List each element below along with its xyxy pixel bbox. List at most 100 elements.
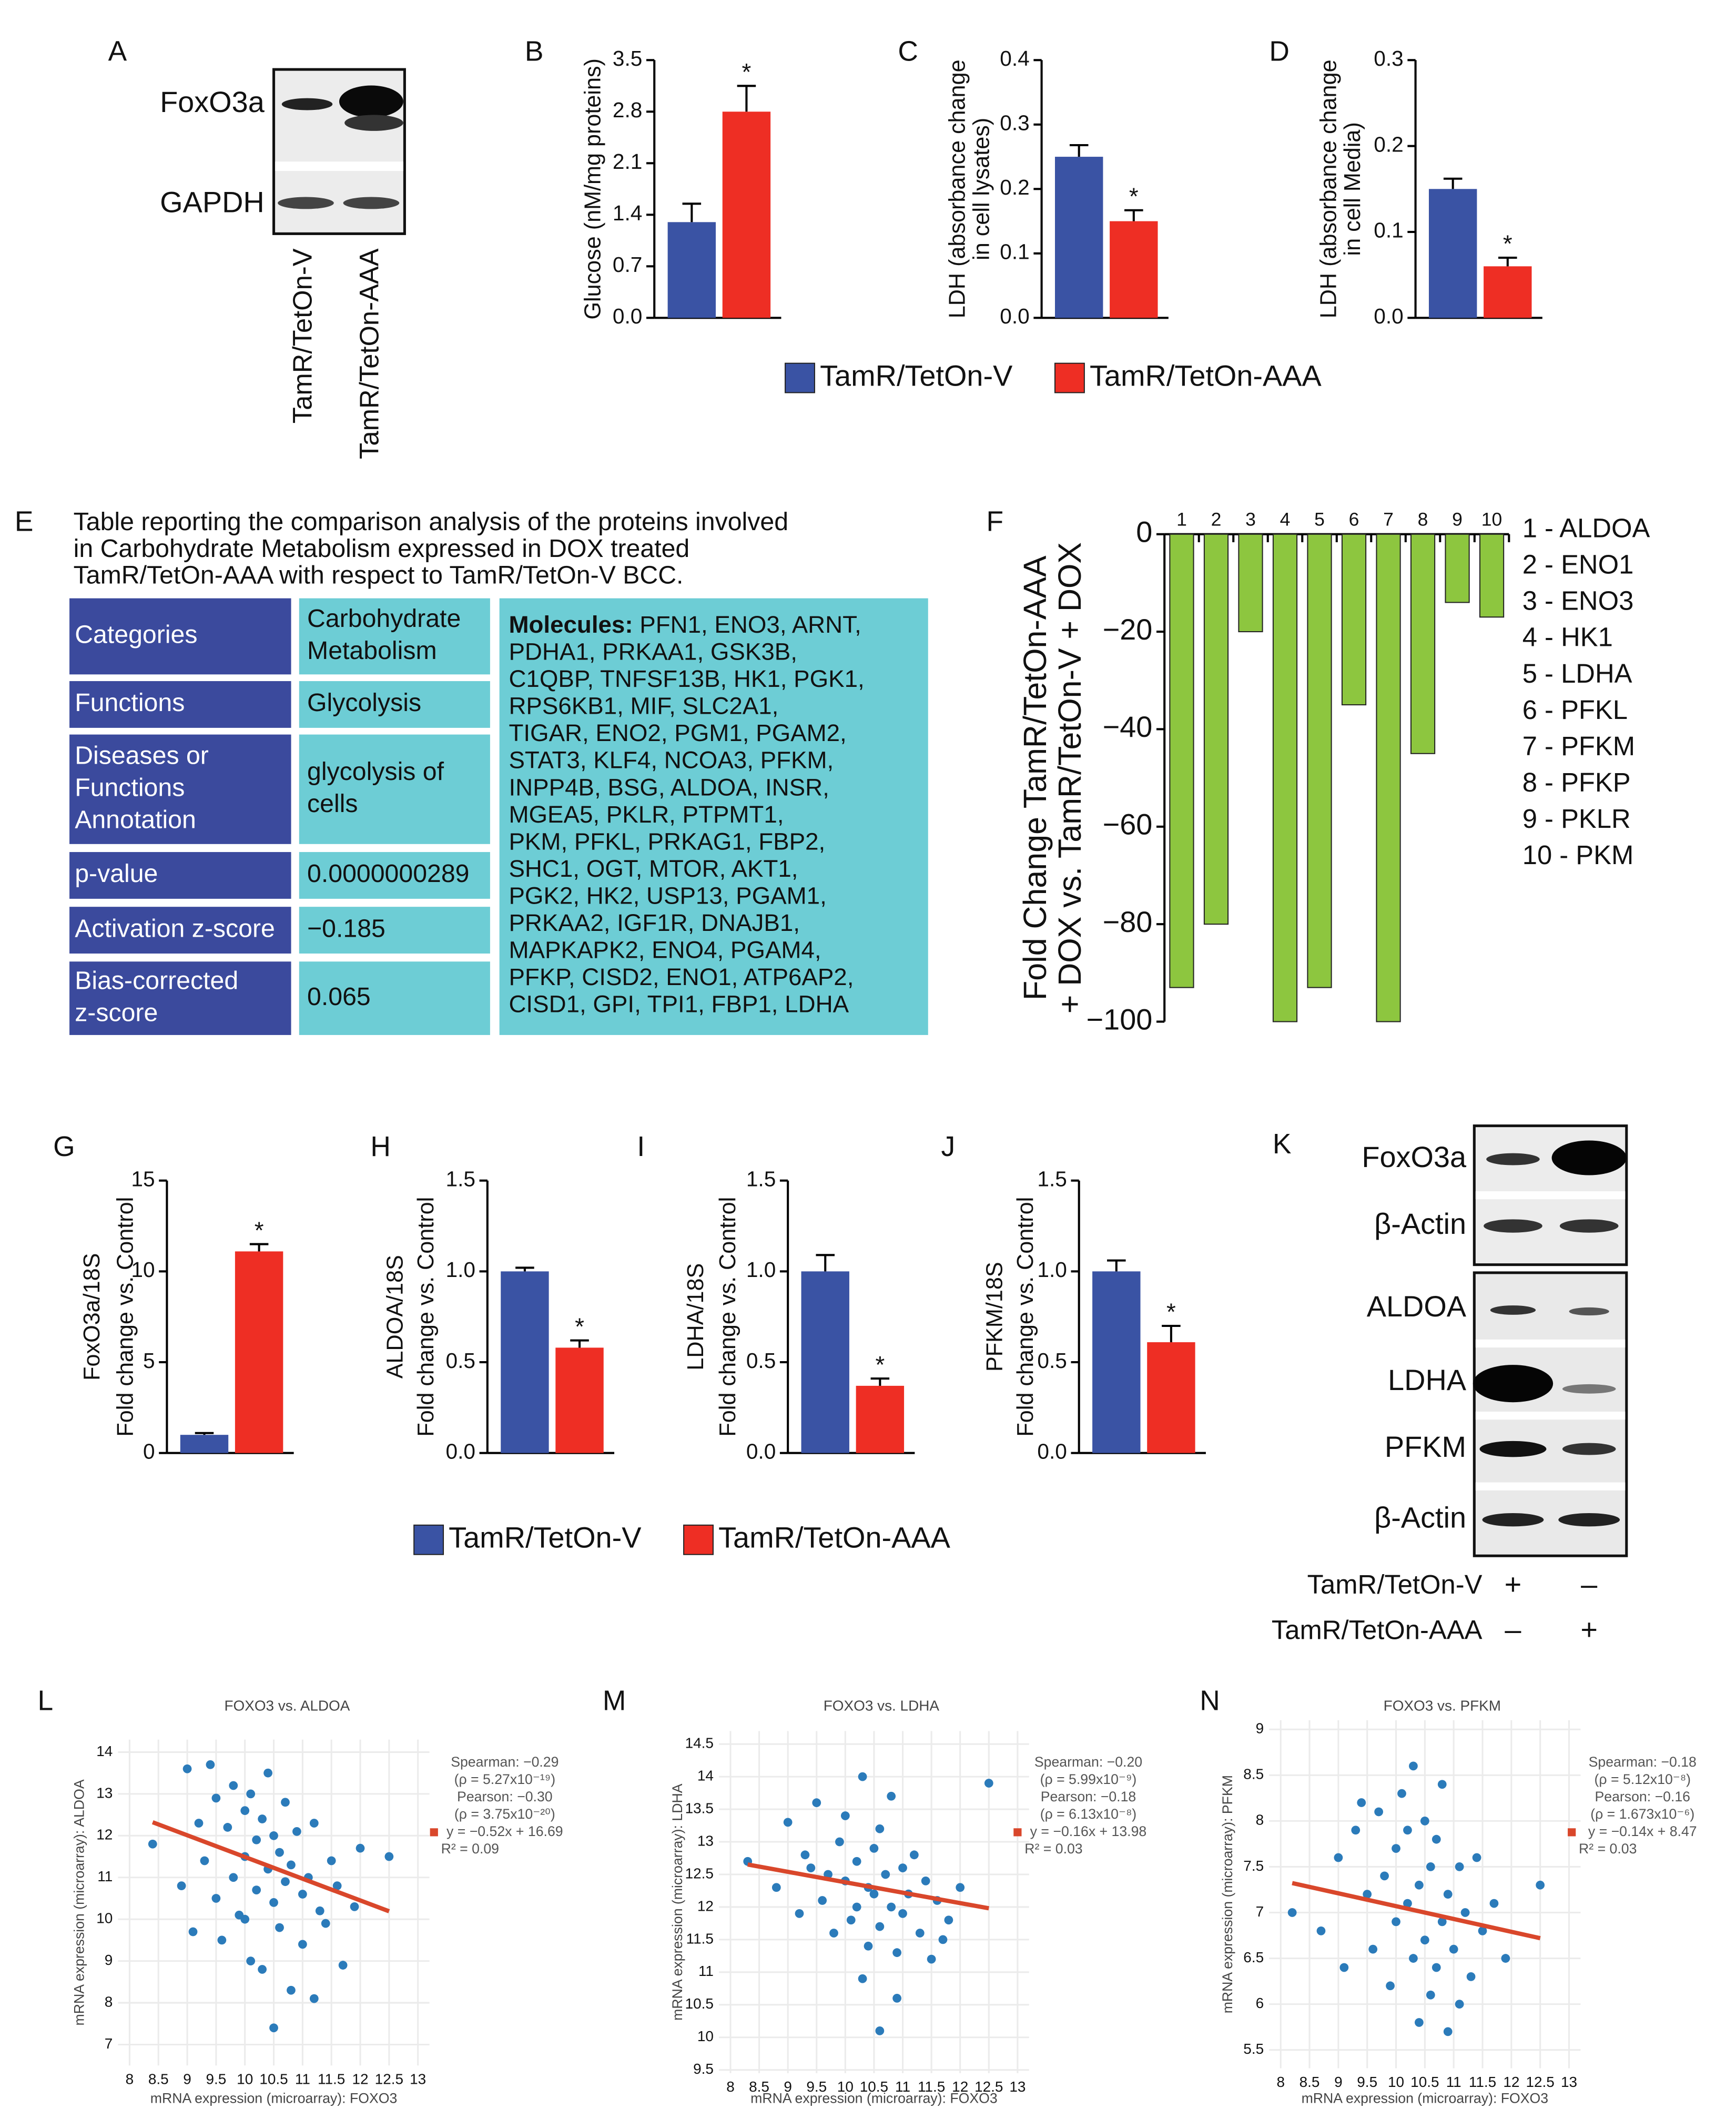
molecules-line: MAPKAPK2, ENO4, PGAM4,	[509, 937, 821, 964]
point	[1443, 2027, 1453, 2036]
y-axis-label: ALDOA/18S	[383, 1255, 408, 1378]
y-tick-label: −100	[1087, 1002, 1153, 1036]
point	[269, 1831, 278, 1840]
point	[818, 1896, 827, 1905]
point	[898, 1863, 907, 1872]
x-tick-label: 10	[237, 2071, 253, 2087]
row-name: p-value	[75, 859, 158, 888]
blot-band	[1559, 1219, 1619, 1233]
y-tick-label: 0.2	[1000, 175, 1029, 199]
lane-label: TamR/TetOn-V	[287, 248, 317, 423]
y-tick-label: −80	[1103, 905, 1153, 938]
legend-label: TamR/TetOn-V	[449, 1521, 642, 1554]
point	[1409, 1761, 1418, 1771]
stat-line: Spearman: −0.29	[451, 1754, 559, 1770]
y-tick-label: 0	[143, 1439, 155, 1463]
blot-band	[339, 85, 403, 118]
bar	[1445, 533, 1470, 603]
fit-line	[1292, 1881, 1541, 1941]
y-tick-label: 10.5	[685, 1995, 714, 2012]
table-caption: in Carbohydrate Metabolism expressed in …	[74, 534, 690, 563]
point	[1489, 1899, 1499, 1908]
y-tick-label: −40	[1103, 710, 1153, 743]
y-axis-label: Fold change vs. Control	[413, 1197, 439, 1437]
point	[887, 1902, 896, 1912]
blot-band	[1486, 1153, 1540, 1165]
point	[1334, 1853, 1343, 1862]
point	[1316, 1926, 1326, 1935]
y-tick-label: 0.0	[1037, 1439, 1067, 1463]
key-entry: 3 - ENO3	[1522, 586, 1634, 616]
stat-line: Spearman: −0.20	[1034, 1754, 1142, 1770]
y-tick-label: 0.0	[1000, 304, 1029, 328]
point	[309, 1994, 319, 2003]
legend-swatch	[785, 362, 815, 393]
point	[875, 1922, 885, 1931]
y-tick-label: 0.0	[1374, 304, 1403, 328]
molecules-line: PKM, PFKL, PRKAG1, FBP2,	[509, 828, 825, 855]
molecules-line: PFKP, CISD2, ENO1, ATP6AP2,	[509, 964, 854, 990]
point	[350, 1902, 359, 1911]
point	[864, 1941, 873, 1951]
x-tick-label: 9.5	[806, 2078, 827, 2095]
y-axis-label: mRNA expression (microarray): PFKM	[1220, 1775, 1235, 2013]
point	[1432, 1834, 1441, 1844]
molecules-text: PFN1, ENO3, ARNT,	[633, 611, 861, 638]
x-tick-label: 12	[352, 2071, 368, 2087]
table-caption: TamR/TetOn-AAA with respect to TamR/TetO…	[74, 561, 684, 590]
x-axis-label: mRNA expression (microarray): FOXO3	[1302, 2091, 1549, 2106]
y-tick-label: 0.7	[613, 252, 642, 277]
y-tick-label: 14.5	[685, 1735, 714, 1751]
y-tick-label: 11.5	[686, 1930, 714, 1946]
point	[356, 1843, 365, 1853]
y-tick-label: 9	[105, 1952, 113, 1968]
bar	[1341, 533, 1367, 706]
r-squared: R² = 0.03	[1579, 1841, 1637, 1857]
table-cell	[299, 852, 490, 899]
molecules-line: CISD1, GPI, TPI1, FBP1, LDHA	[509, 991, 849, 1018]
category-label: 5	[1314, 509, 1325, 530]
category-label: 4	[1280, 509, 1291, 530]
point	[275, 1848, 284, 1857]
bar	[1147, 1342, 1195, 1453]
key-entry: 5 - LDHA	[1522, 658, 1632, 688]
row-value: cells	[307, 789, 358, 818]
blot-band	[281, 98, 333, 110]
y-axis-label: PFKM/18S	[982, 1262, 1008, 1372]
table-cell	[499, 598, 928, 1035]
y-tick-label: 1.5	[446, 1167, 475, 1191]
y-axis-label: LDH (absorbance change	[1316, 59, 1341, 318]
point	[211, 1894, 221, 1903]
point	[281, 1877, 290, 1887]
x-tick-label: 8.5	[749, 2078, 769, 2095]
point	[1437, 1917, 1447, 1927]
category-label: 8	[1418, 509, 1428, 530]
point	[927, 1954, 936, 1964]
key-entry: 10 - PKM	[1522, 840, 1634, 870]
chart-title: FOXO3 vs. PFKM	[1384, 1698, 1501, 1714]
r-squared: R² = 0.03	[1024, 1841, 1082, 1857]
y-tick-label: 14	[96, 1743, 113, 1759]
point	[292, 1827, 301, 1836]
x-tick-label: 10	[1388, 2074, 1404, 2090]
band-label: ALDOA	[1367, 1290, 1467, 1323]
stat-line: (ρ = 5.99x10⁻⁹)	[1040, 1771, 1137, 1787]
point	[1455, 2000, 1464, 2009]
y-tick-label: 13.5	[685, 1800, 714, 1816]
row-value: Glycolysis	[307, 688, 421, 717]
category-label: 3	[1245, 509, 1256, 530]
point	[984, 1779, 993, 1788]
stat-line: Pearson: −0.16	[1595, 1789, 1690, 1804]
y-tick-label: 13	[96, 1784, 113, 1801]
legend-swatch	[683, 1524, 714, 1555]
stat-line: Spearman: −0.18	[1589, 1754, 1697, 1770]
point	[1397, 1789, 1406, 1798]
fit-line	[747, 1862, 990, 1911]
point	[275, 1923, 284, 1932]
category-label: 6	[1349, 509, 1359, 530]
row-value: 0.0000000289	[307, 859, 469, 888]
table-cell	[299, 681, 490, 728]
y-tick-label: 1.0	[1037, 1258, 1067, 1282]
category-label: 9	[1452, 509, 1463, 530]
point	[182, 1764, 192, 1773]
